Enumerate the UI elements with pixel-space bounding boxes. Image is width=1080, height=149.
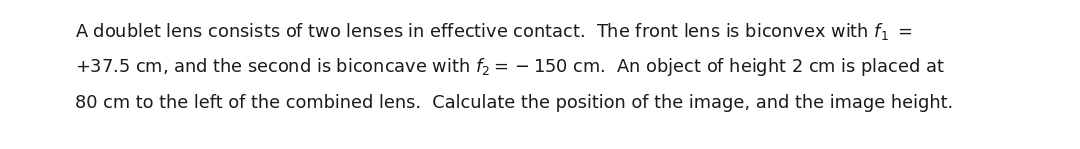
Text: $+37.5$ cm, and the second is biconcave with $f_2 = -150$ cm.  An object of heig: $+37.5$ cm, and the second is biconcave … bbox=[75, 56, 945, 78]
Text: A doublet lens consists of two lenses in effective contact.  The front lens is b: A doublet lens consists of two lenses in… bbox=[75, 21, 913, 42]
Text: 80 cm to the left of the combined lens.  Calculate the position of the image, an: 80 cm to the left of the combined lens. … bbox=[75, 94, 954, 112]
